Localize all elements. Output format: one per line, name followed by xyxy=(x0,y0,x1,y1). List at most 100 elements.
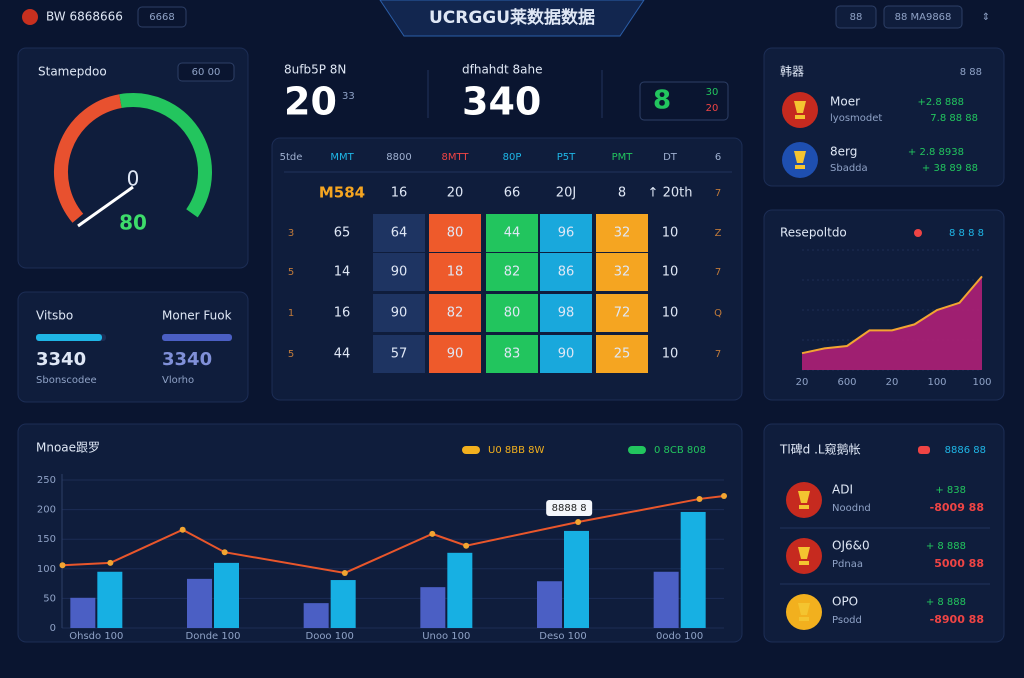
table-cell xyxy=(486,294,538,332)
bar xyxy=(330,580,356,628)
gauge-center: 0 xyxy=(127,167,140,191)
stat-value: 340 xyxy=(462,80,541,124)
rank-stat: -8900 88 xyxy=(930,613,984,626)
progress-panel xyxy=(17,291,249,403)
area-line xyxy=(801,275,983,355)
button[interactable] xyxy=(835,5,877,29)
rank-title: Tl碑d .L窥鹅帐 xyxy=(779,442,861,457)
bar xyxy=(420,587,446,628)
brand: BW 6868666 xyxy=(46,10,123,24)
table-cell-text: 90 xyxy=(391,265,408,280)
table-cell-text: 20 xyxy=(447,186,464,201)
table-cell-text: 64 xyxy=(391,226,408,241)
trend-point xyxy=(179,526,186,533)
page-title: UCRGGU莱数据数据 xyxy=(429,7,595,28)
club-stat: + 38 89 88 xyxy=(922,163,978,174)
club-logo-cup xyxy=(798,603,810,621)
button[interactable] xyxy=(883,5,963,29)
table-cell-text: ↑ 20th xyxy=(648,186,693,201)
table-cell-text: 7 xyxy=(715,349,721,360)
trend-panel xyxy=(17,423,743,643)
rank-stat: 5000 88 xyxy=(934,557,984,570)
table-cell-text: 16 xyxy=(334,306,351,321)
table-cell xyxy=(486,253,538,291)
table-cell-text: 44 xyxy=(334,347,351,362)
gauge-needle xyxy=(77,185,134,228)
score-bottom: 20 xyxy=(706,103,719,114)
bar xyxy=(564,530,589,628)
legend-swatch xyxy=(914,229,922,237)
table-cell-text: 90 xyxy=(447,347,464,362)
club-stat: 7.8 88 88 xyxy=(930,113,978,124)
bar xyxy=(447,552,473,628)
table-header: DT xyxy=(663,152,678,163)
x-tick-label: Dooo 100 xyxy=(306,631,354,642)
bar xyxy=(537,581,562,628)
x-tick-label: 0odo 100 xyxy=(656,631,703,642)
table-cell-text: 7 xyxy=(715,188,721,199)
table-cell xyxy=(373,335,425,373)
legend-label: U0 8BB 8W xyxy=(488,445,544,456)
club-logo-cup xyxy=(798,491,810,509)
rank-panel xyxy=(763,423,1005,643)
club-logo-cup xyxy=(794,101,806,119)
clubs-title: 韩器 xyxy=(780,64,804,79)
table-header: 6 xyxy=(715,152,721,163)
tag-box xyxy=(137,6,187,28)
trend-point xyxy=(696,495,703,502)
table-cell-text: 1 xyxy=(288,308,294,319)
bar xyxy=(680,511,706,628)
table-cell-text: 90 xyxy=(558,347,575,362)
table-header: 8800 xyxy=(386,152,411,163)
table-cell-text: 80 xyxy=(447,226,464,241)
table-cell-text: 10 xyxy=(662,265,679,280)
table-cell-text: 14 xyxy=(334,265,351,280)
table-cell xyxy=(596,335,648,373)
y-tick-label: 250 xyxy=(37,475,56,486)
trend-title: Mnoae跟罗 xyxy=(36,441,100,455)
score-box xyxy=(639,81,729,121)
table-header: 5tde xyxy=(280,152,303,163)
table-cell-text: 8 xyxy=(618,186,626,201)
table-cell-text: 16 xyxy=(391,186,408,201)
table-cell xyxy=(486,335,538,373)
table-cell xyxy=(596,294,648,332)
score-top: 30 xyxy=(706,87,719,98)
stat-label: 8ufb5P 8N xyxy=(284,63,346,77)
legend-label: 0 8CB 808 xyxy=(654,445,706,456)
table-cell-text: 18 xyxy=(447,265,464,280)
y-tick-label: 150 xyxy=(37,534,56,545)
trend-line xyxy=(62,494,725,574)
table-cell xyxy=(596,253,648,291)
area-x-label: 20 xyxy=(886,377,899,388)
table-header: PMT xyxy=(612,152,634,163)
table-cell xyxy=(429,253,481,291)
area-legend: 8 8 8 8 xyxy=(949,228,984,239)
menu-icon[interactable]: ⇕ xyxy=(982,12,990,23)
bar xyxy=(187,578,212,628)
gauge-title: Stamepdoo xyxy=(38,65,107,79)
trend-point xyxy=(575,519,582,526)
rank-sub: Noodnd xyxy=(832,503,871,514)
table-cell-text: 5 xyxy=(288,267,294,278)
y-tick-label: 100 xyxy=(37,564,56,575)
trend-point xyxy=(59,562,66,569)
table-cell-text: 98 xyxy=(558,306,575,321)
y-tick-label: 0 xyxy=(50,623,56,634)
club-sub: Sbadda xyxy=(830,163,868,174)
table-header: P5T xyxy=(557,152,576,163)
tag: 6668 xyxy=(149,12,174,23)
table-cell-text: 10 xyxy=(662,347,679,362)
toggle[interactable] xyxy=(177,62,235,82)
x-tick-label: Unoo 100 xyxy=(422,631,470,642)
x-tick-label: Deso 100 xyxy=(539,631,586,642)
stat-suffix: 33 xyxy=(342,91,355,102)
rank-sub: Psodd xyxy=(832,615,862,626)
trend-point xyxy=(429,530,436,537)
table-cell xyxy=(486,214,538,252)
toggle-label: 60 00 xyxy=(192,67,221,78)
table-cell xyxy=(540,214,592,252)
button-label: 88 MA9868 xyxy=(895,12,952,23)
table-cell-text: 32 xyxy=(614,226,631,241)
